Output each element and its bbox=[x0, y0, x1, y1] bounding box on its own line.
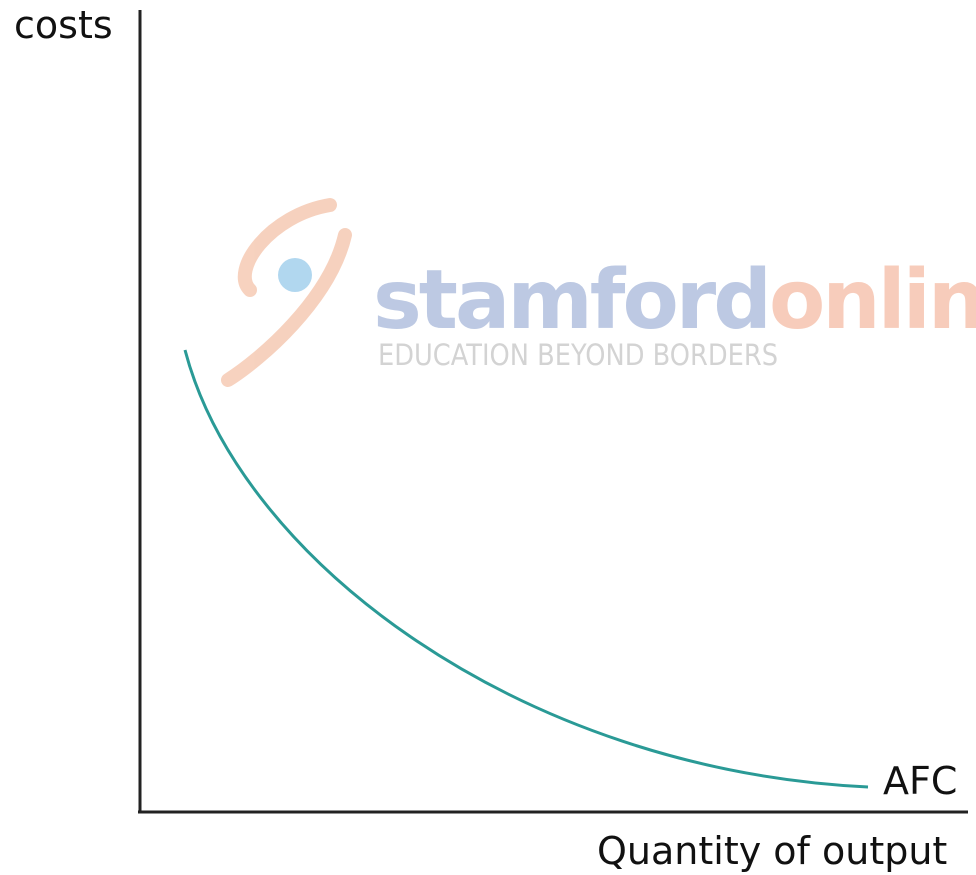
watermark-swoosh bbox=[221, 198, 352, 387]
x-axis-label: Quantity of output bbox=[597, 829, 947, 873]
watermark-tagline: EDUCATION BEYOND BORDERS bbox=[378, 338, 778, 372]
watermark: stamfordonline EDUCATION BEYOND BORDERS bbox=[221, 198, 976, 387]
watermark-globe bbox=[278, 258, 312, 292]
watermark-brand-part: online bbox=[769, 253, 976, 348]
watermark-brand: stamfordonline bbox=[373, 253, 976, 348]
curve-label: AFC bbox=[883, 759, 957, 803]
afc-curve bbox=[183, 349, 869, 789]
watermark-brand-part: stamford bbox=[373, 253, 769, 348]
y-axis-label: costs bbox=[14, 3, 113, 47]
